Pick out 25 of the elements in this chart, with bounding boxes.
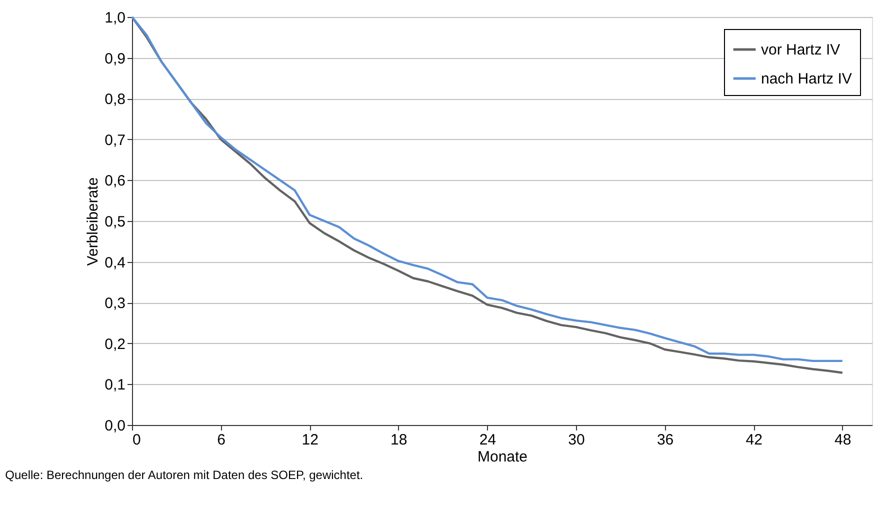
y-tick-label: 0,3 bbox=[104, 295, 126, 312]
x-tick-label: 0 bbox=[132, 432, 141, 448]
x-tick-label: 42 bbox=[746, 432, 762, 448]
y-tick-label: 0,0 bbox=[104, 418, 126, 434]
y-tick-label: 0,6 bbox=[104, 172, 126, 190]
x-tick-label: 24 bbox=[479, 432, 496, 448]
x-tick-label: 36 bbox=[656, 432, 674, 448]
x-tick-label: 18 bbox=[390, 432, 408, 448]
y-tick-label: 0,4 bbox=[104, 254, 126, 272]
y-tick-label: 0,9 bbox=[104, 50, 126, 68]
legend-label: nach Hartz IV bbox=[761, 70, 852, 88]
y-tick-label: 0,7 bbox=[104, 132, 126, 149]
x-tick-label: 12 bbox=[302, 432, 318, 448]
y-axis-title: Verbleiberate bbox=[84, 177, 102, 266]
y-tick-label: 0,2 bbox=[104, 336, 126, 353]
y-tick-label: 1,0 bbox=[104, 10, 126, 26]
legend-label: vor Hartz IV bbox=[761, 42, 840, 58]
y-tick-label: 0,5 bbox=[104, 214, 126, 230]
x-tick-label: 6 bbox=[217, 432, 226, 448]
x-axis-title: Monate bbox=[477, 448, 528, 466]
x-tick-label: 48 bbox=[834, 432, 852, 448]
y-tick-label: 0,1 bbox=[104, 376, 126, 394]
source-note: Quelle: Berechnungen der Autoren mit Daten des SOEP, gewichtet. bbox=[5, 468, 364, 482]
y-tick-label: 0,8 bbox=[104, 91, 126, 108]
x-tick-label: 30 bbox=[568, 432, 585, 448]
